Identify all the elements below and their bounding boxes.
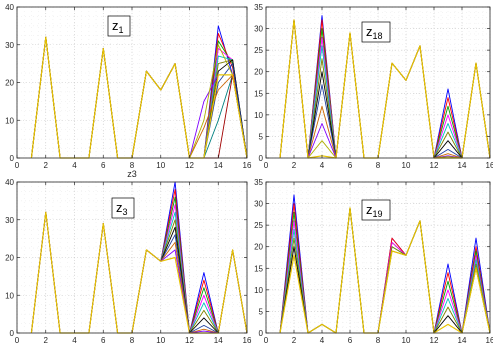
- x-tick-label: 16: [243, 336, 252, 345]
- y-tick-label: 20: [5, 79, 14, 88]
- x-tick-label: 4: [320, 336, 325, 345]
- y-tick-label: 5: [259, 307, 264, 316]
- subplot-z19: 0 2 4 6 8 10 12 14 16 0 5 10 15 20 25 30 35 z19: [254, 178, 493, 345]
- y-tick-label: 30: [254, 25, 263, 34]
- x-tick-label: 8: [130, 336, 135, 345]
- x-tick-label: 8: [130, 161, 135, 170]
- x-tick-label: 16: [486, 161, 493, 170]
- y-tick-label: 20: [5, 254, 14, 263]
- x-axis-label: z3: [127, 169, 137, 179]
- y-tick-label: 10: [254, 286, 263, 295]
- x-tick-label: 8: [376, 161, 381, 170]
- y-tick-label: 35: [254, 3, 263, 12]
- y-tick-label: 20: [254, 243, 263, 252]
- y-tick-label: 30: [5, 41, 14, 50]
- y-tick-label: 40: [5, 3, 14, 12]
- y-tick-label: 0: [259, 154, 264, 163]
- x-tick-label: 6: [101, 161, 106, 170]
- x-tick-label: 10: [402, 336, 411, 345]
- x-tick-label: 4: [72, 336, 77, 345]
- x-tick-label: 10: [402, 161, 411, 170]
- x-tick-label: 4: [320, 161, 325, 170]
- subplot-z3: 0 2 4 6 8 10 12 14 16 0 10 20 30 40 z3: [5, 178, 252, 345]
- x-tick-label: 12: [185, 336, 194, 345]
- x-tick-label: 0: [264, 161, 269, 170]
- y-tick-label: 0: [10, 329, 15, 338]
- panel-label: z1: [112, 18, 124, 35]
- subplot-z18: 0 2 4 6 8 10 12 14 16 0 5 10 15 20 25 30 35 z18: [254, 3, 493, 170]
- x-tick-label: 4: [72, 161, 77, 170]
- x-tick-label: 14: [458, 161, 467, 170]
- x-tick-label: 6: [101, 336, 106, 345]
- y-tick-label: 10: [254, 111, 263, 120]
- panel-label-box: [111, 197, 135, 219]
- y-tick-label: 0: [10, 154, 15, 163]
- y-tick-label: 20: [254, 68, 263, 77]
- y-tick-label: 30: [5, 216, 14, 225]
- x-tick-label: 14: [458, 336, 467, 345]
- panel-label: z18: [366, 24, 383, 41]
- y-tick-label: 0: [259, 329, 264, 338]
- x-tick-label: 0: [264, 336, 269, 345]
- x-tick-label: 12: [430, 336, 439, 345]
- y-tick-label: 10: [5, 291, 14, 300]
- y-tick-label: 35: [254, 178, 263, 187]
- x-tick-label: 6: [348, 336, 353, 345]
- x-tick-label: 6: [348, 161, 353, 170]
- y-tick-label: 25: [254, 46, 263, 55]
- x-tick-label: 10: [156, 336, 165, 345]
- panel-label-box: [361, 21, 391, 43]
- series-line: [279, 207, 491, 334]
- panel-label: z19: [366, 202, 383, 219]
- y-tick-label: 15: [254, 264, 263, 273]
- x-tick-label: 16: [243, 161, 252, 170]
- y-tick-label: 5: [259, 132, 264, 141]
- x-tick-label: 2: [292, 161, 297, 170]
- x-tick-label: 12: [430, 161, 439, 170]
- x-tick-label: 2: [44, 161, 49, 170]
- x-tick-label: 14: [214, 336, 223, 345]
- y-tick-label: 15: [254, 89, 263, 98]
- x-tick-label: 0: [15, 161, 20, 170]
- panel-label-box: [107, 15, 131, 37]
- y-tick-label: 25: [254, 221, 263, 230]
- x-tick-label: 12: [185, 161, 194, 170]
- x-tick-label: 14: [214, 161, 223, 170]
- y-tick-label: 10: [5, 116, 14, 125]
- panel-label-box: [361, 199, 391, 221]
- y-tick-label: 40: [5, 178, 14, 187]
- x-tick-label: 0: [15, 336, 20, 345]
- x-tick-label: 2: [292, 336, 297, 345]
- x-tick-label: 10: [156, 161, 165, 170]
- y-tick-label: 30: [254, 200, 263, 209]
- subplot-z1: 0 2 4 6 8 10 12 14 16 0 10 20 30 40 z3 z1: [5, 3, 252, 179]
- x-tick-label: 8: [376, 336, 381, 345]
- x-tick-label: 2: [44, 336, 49, 345]
- panel-label: z3: [116, 200, 128, 217]
- x-tick-label: 16: [486, 336, 493, 345]
